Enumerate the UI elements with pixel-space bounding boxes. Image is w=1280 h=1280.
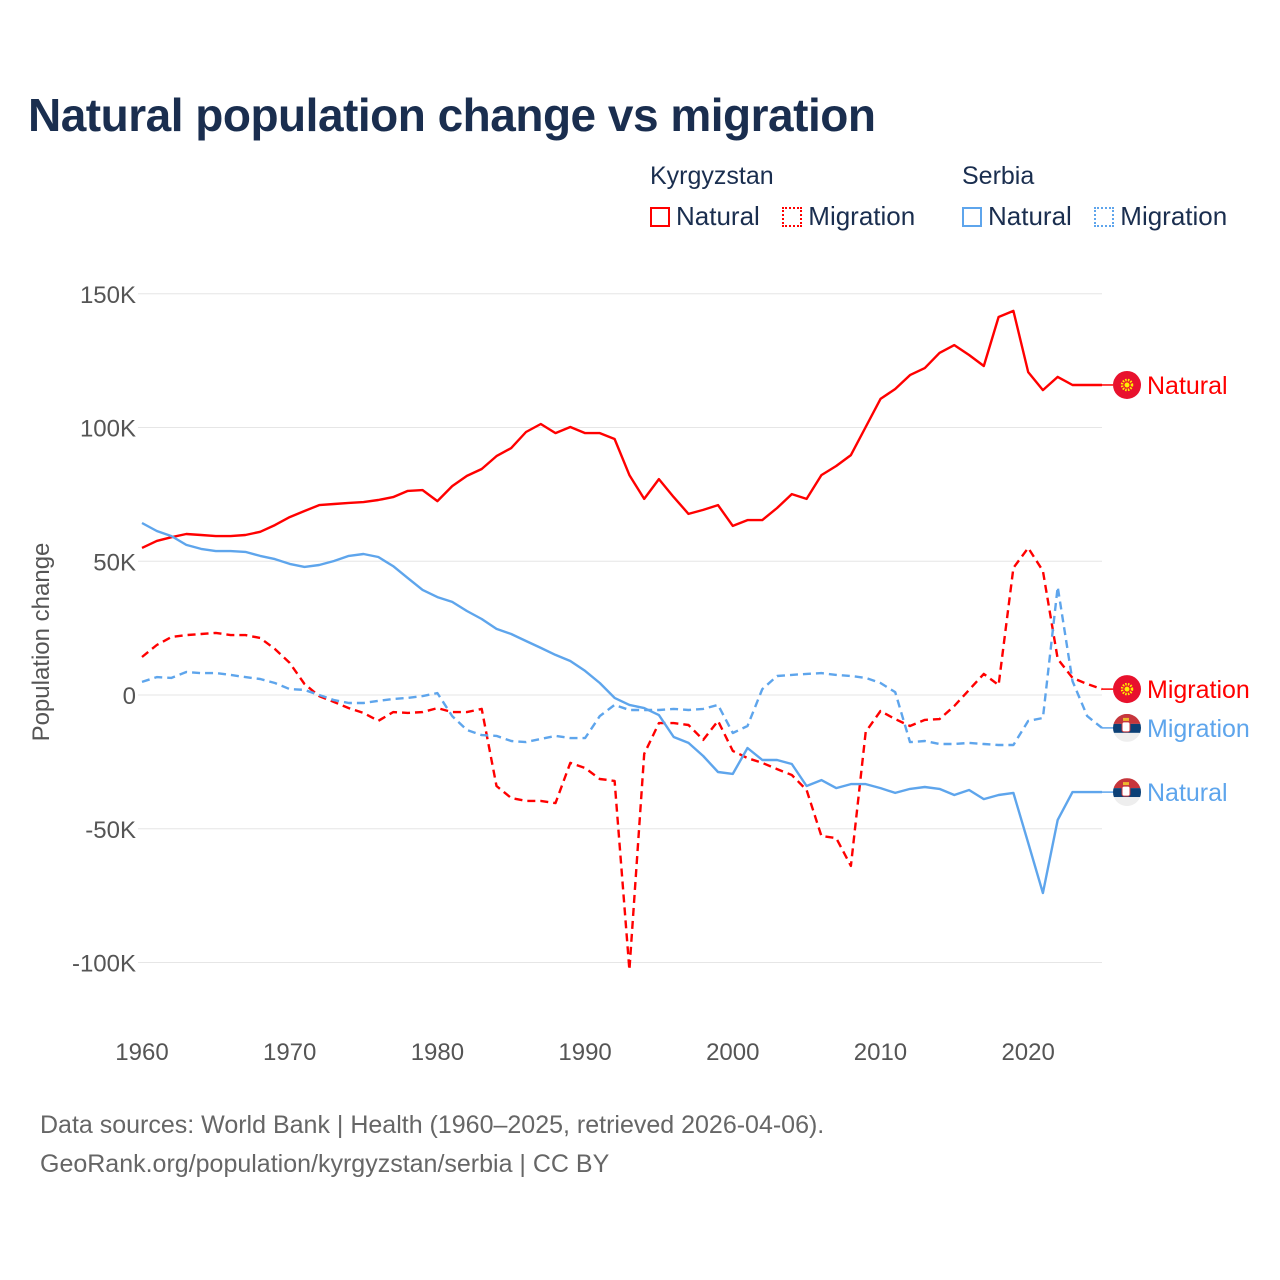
end-label: Migration	[1147, 715, 1250, 743]
data-source-note: Data sources: World Bank | Health (1960–…	[40, 1111, 825, 1139]
x-tick-label: 2020	[1001, 1039, 1054, 1066]
legend-serbia: Serbia Natural Migration	[962, 162, 1227, 232]
end-label: Migration	[1147, 676, 1250, 704]
y-tick-label: -100K	[72, 951, 136, 978]
kyrgyzstan-flag-icon	[1113, 675, 1141, 704]
legend-item-serbia-migration[interactable]: Migration	[1094, 201, 1227, 232]
legend-group-name: Kyrgyzstan	[650, 162, 774, 190]
y-tick-label: 100K	[80, 416, 136, 443]
series-lines	[141, 309, 1103, 972]
x-tick-label: 1960	[115, 1039, 168, 1066]
x-tick-label: 2000	[706, 1039, 759, 1066]
legend-label: Migration	[808, 201, 916, 231]
serbia-flag-icon	[1113, 778, 1141, 807]
legend-swatch-solid	[650, 206, 670, 227]
legend-kyrgyzstan: Kyrgyzstan Natural Migration	[650, 162, 933, 232]
series-line-serbia-migration[interactable]	[141, 585, 1103, 747]
footer: Data sources: World Bank | Health (1960–…	[40, 1106, 824, 1184]
x-axis-ticks: 1960 1970 1980 1990 2000 2010 2020	[115, 1039, 1055, 1066]
x-tick-label: 2010	[854, 1039, 907, 1066]
gridlines	[138, 293, 1102, 963]
y-axis-ticks: 150K 100K 50K 0 -50K -100K	[72, 282, 136, 978]
x-tick-label: 1970	[263, 1039, 316, 1066]
legend-swatch-dotted	[1094, 206, 1115, 227]
legend-swatch-solid	[962, 206, 982, 227]
x-tick-label: 1990	[558, 1039, 611, 1066]
legend-item-kyrgyzstan-migration[interactable]: Migration	[782, 201, 915, 232]
y-tick-label: 0	[123, 683, 136, 710]
y-tick-label: -50K	[85, 817, 136, 844]
kyrgyzstan-flag-icon	[1113, 370, 1141, 399]
y-tick-label: 50K	[93, 549, 136, 576]
series-line-kyrgyzstan-migration[interactable]	[141, 546, 1103, 972]
source-link[interactable]: GeoRank.org/population/kyrgyzstan/serbia…	[40, 1150, 610, 1178]
end-label: Natural	[1147, 372, 1228, 400]
end-labels: Natural Migration Natural Migration	[1102, 370, 1250, 807]
end-label: Natural	[1147, 779, 1228, 807]
chart-title: Natural population change vs migration	[28, 89, 876, 141]
legend-group-name: Serbia	[962, 162, 1035, 190]
legend-item-serbia-natural[interactable]: Natural	[962, 201, 1072, 232]
serbia-flag-icon	[1113, 713, 1141, 742]
legend-swatch-dotted	[782, 206, 803, 227]
series-line-kyrgyzstan-natural[interactable]	[141, 309, 1102, 549]
series-line-serbia-natural[interactable]	[141, 521, 1102, 895]
x-tick-label: 1980	[411, 1039, 464, 1066]
legend-label: Natural	[676, 201, 760, 231]
legend-item-kyrgyzstan-natural[interactable]: Natural	[650, 201, 760, 232]
legend-label: Natural	[988, 201, 1072, 231]
y-tick-label: 150K	[80, 282, 136, 309]
legend-label: Migration	[1120, 201, 1228, 231]
